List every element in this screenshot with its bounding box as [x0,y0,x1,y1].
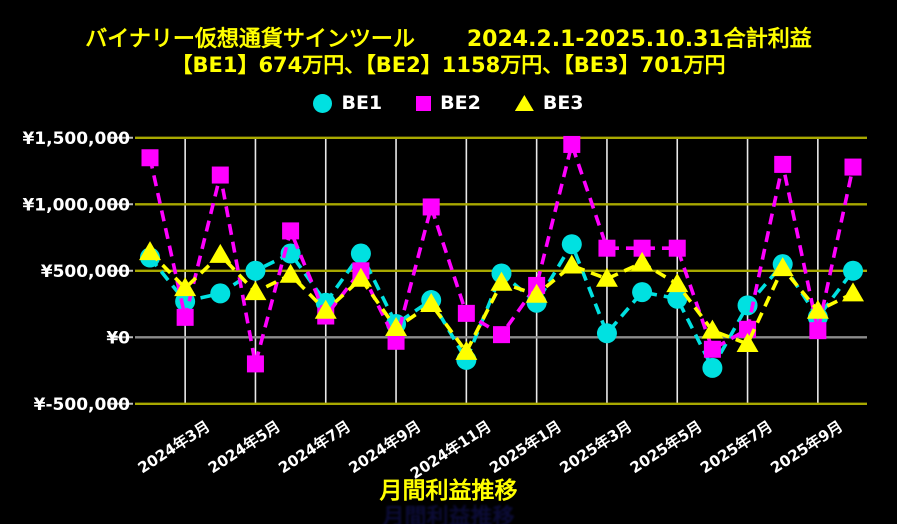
be3-data-point [525,283,548,303]
y-axis-tick-label: ¥-500,000 [34,395,130,415]
y-axis-tick-label: ¥500,000 [41,262,130,282]
be2-data-point [282,222,300,240]
x-axis-tick-label: 2024年5月 [205,417,284,477]
be3-data-point [595,267,618,287]
legend-item-be1: BE1 [313,92,382,114]
x-axis-title-reflection: 月間利益推移 [382,505,515,524]
be3-data-point [385,316,408,336]
x-axis-tick-label: 2025年9月 [767,417,846,477]
be3-data-point [631,251,654,271]
be2-data-point [809,322,827,340]
y-axis-tick-label: ¥0 [106,328,130,348]
be2-data-point [598,239,616,257]
chart-results-line: 【BE1】674万円、【BE2】1158万円、【BE3】701万円 [171,53,726,77]
be3-data-point [560,254,583,274]
be1-data-point [632,282,653,303]
be3-data-point [490,271,513,291]
y-axis-tick-label: ¥1,000,000 [22,195,130,215]
x-axis-tick-label: 2025年1月 [486,417,565,477]
legend: BE1 BE2 BE3 [0,92,897,114]
legend-label-be3: BE3 [542,92,584,114]
be1-data-point [561,234,582,255]
be3-data-point [314,299,337,319]
be1-data-point [667,288,688,309]
be2-data-point [668,239,686,257]
legend-item-be3: BE3 [514,92,584,114]
be2-data-point [844,158,862,176]
be3-data-point [842,282,864,302]
be1-circle-icon [313,93,333,113]
x-axis-tick-label: 2024年7月 [275,417,354,477]
be2-data-point [457,304,475,322]
legend-item-be2: BE2 [416,92,481,114]
be1-data-point [245,260,266,281]
be3-data-point [139,241,161,261]
be3-data-point [455,340,478,360]
be3-data-point [701,319,724,339]
be3-data-point [174,277,197,297]
be3-data-point [666,273,689,293]
chart-title-line: バイナリー仮想通貨サインツール 2024.2.1-2025.10.31合計利益 [0,27,897,52]
legend-label-be1: BE1 [341,92,383,114]
be1-data-point [702,357,723,378]
be2-data-point [563,135,581,153]
be2-data-point [633,239,651,257]
be1-data-point [737,295,758,316]
be2-data-point [493,326,510,344]
x-axis-title: 月間利益推移 [379,478,518,504]
be3-data-point [420,293,443,313]
be2-data-point [774,155,792,173]
be1-data-point [596,323,617,344]
be3-data-point [806,299,829,319]
x-axis-tick-label: 2025年5月 [627,417,706,477]
y-axis-tick-label: ¥1,500,000 [22,129,130,149]
be1-data-point [843,260,863,281]
be3-data-point [209,243,232,263]
be2-data-point [141,149,159,167]
be3-data-point [349,267,372,287]
be1-data-point [350,243,371,264]
chart-period-total: 2024.2.1-2025.10.31合計利益 [466,27,812,52]
be2-data-point [422,198,440,216]
be2-data-point [703,340,721,358]
be2-data-point [387,332,405,350]
x-axis-tick-label: 2025年3月 [556,417,635,477]
be3-data-point [279,263,302,283]
be1-data-point [210,283,231,304]
be3-data-point [771,257,794,277]
be2-square-icon [416,95,432,111]
be2-data-point [211,166,229,184]
legend-label-be2: BE2 [440,92,481,114]
x-axis-tick-label: 2025年7月 [697,417,776,477]
be2-data-point [246,355,264,373]
be3-data-point [244,281,267,301]
x-axis-tick-label: 2024年3月 [135,417,214,477]
be3-data-point [736,332,759,352]
be2-data-point [176,308,194,326]
chart-title: バイナリー仮想通貨サインツール [85,27,415,52]
